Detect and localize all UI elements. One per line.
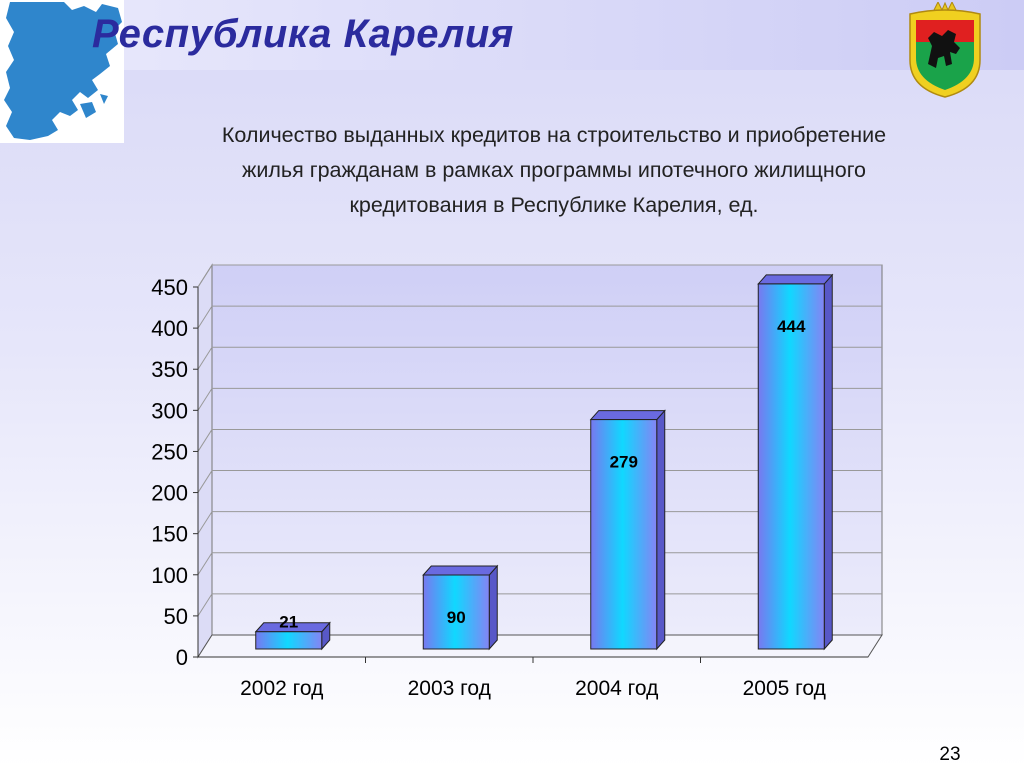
bar	[590, 419, 658, 650]
y-tick-label: 400	[151, 316, 188, 341]
gridline-side	[197, 511, 213, 534]
bar-top	[589, 410, 666, 421]
bar-side	[488, 564, 498, 651]
chart-title-line: кредитования в Республике Карелия, ед.	[349, 193, 759, 217]
page-number: 23	[939, 744, 961, 765]
bar-value-label: 444	[777, 317, 806, 336]
karelia-map-logo	[0, 0, 124, 143]
gridline-side	[197, 470, 213, 493]
title-band	[0, 0, 1024, 70]
x-tick-label: 2002 год	[240, 677, 323, 700]
bar	[422, 574, 490, 650]
bar-top	[422, 565, 499, 576]
gridline-side	[197, 264, 213, 288]
y-tick-label: 350	[151, 357, 188, 382]
bar-side	[656, 409, 666, 651]
page-title: Республика Карелия	[92, 12, 514, 56]
gridline-side	[197, 429, 213, 452]
bar-chart-svg: 0 50 100 150 200 250 300 350 400 450 21 2002 год 90 2…	[151, 263, 883, 700]
y-tick-label: 50	[164, 604, 188, 629]
bar	[757, 283, 825, 650]
bar-top	[757, 274, 834, 285]
y-tick-label: 100	[151, 563, 188, 588]
bar-side	[823, 273, 833, 651]
chart-title-line: Количество выданных кредитов на строител…	[221, 123, 887, 147]
bar-value-label: 21	[279, 613, 298, 632]
coat-of-arms-icon	[909, 0, 981, 98]
x-tick-label: 2005 год	[743, 677, 826, 700]
y-tick-label: 450	[151, 275, 188, 300]
chart-title-line: жилья гражданам в рамках программы ипоте…	[241, 158, 867, 182]
y-tick-label: 150	[151, 522, 188, 547]
coat-of-arms-logo	[904, 0, 986, 98]
y-tick-label: 250	[151, 439, 188, 464]
chart-title: Количество выданных кредитов на строител…	[124, 118, 984, 223]
bar	[255, 631, 323, 650]
y-tick-label: 0	[176, 645, 188, 670]
gridline-side	[197, 593, 213, 617]
chart-side-wall	[197, 263, 213, 659]
x-tick-label: 2004 год	[575, 677, 658, 700]
gridline-side	[197, 346, 213, 370]
gridline-side	[197, 552, 213, 576]
y-tick-label: 300	[151, 398, 188, 423]
karelia-map-icon	[4, 2, 122, 140]
y-tick-label: 200	[151, 481, 188, 506]
gridline-side	[197, 305, 213, 329]
bar-value-label: 90	[447, 608, 466, 627]
gridline-side	[197, 388, 213, 411]
bar-value-label: 279	[610, 453, 638, 472]
bar-chart: 0 50 100 150 200 250 300 350 400 450 21 2002 год 90 2…	[140, 255, 900, 725]
x-tick-label: 2003 год	[408, 677, 491, 700]
